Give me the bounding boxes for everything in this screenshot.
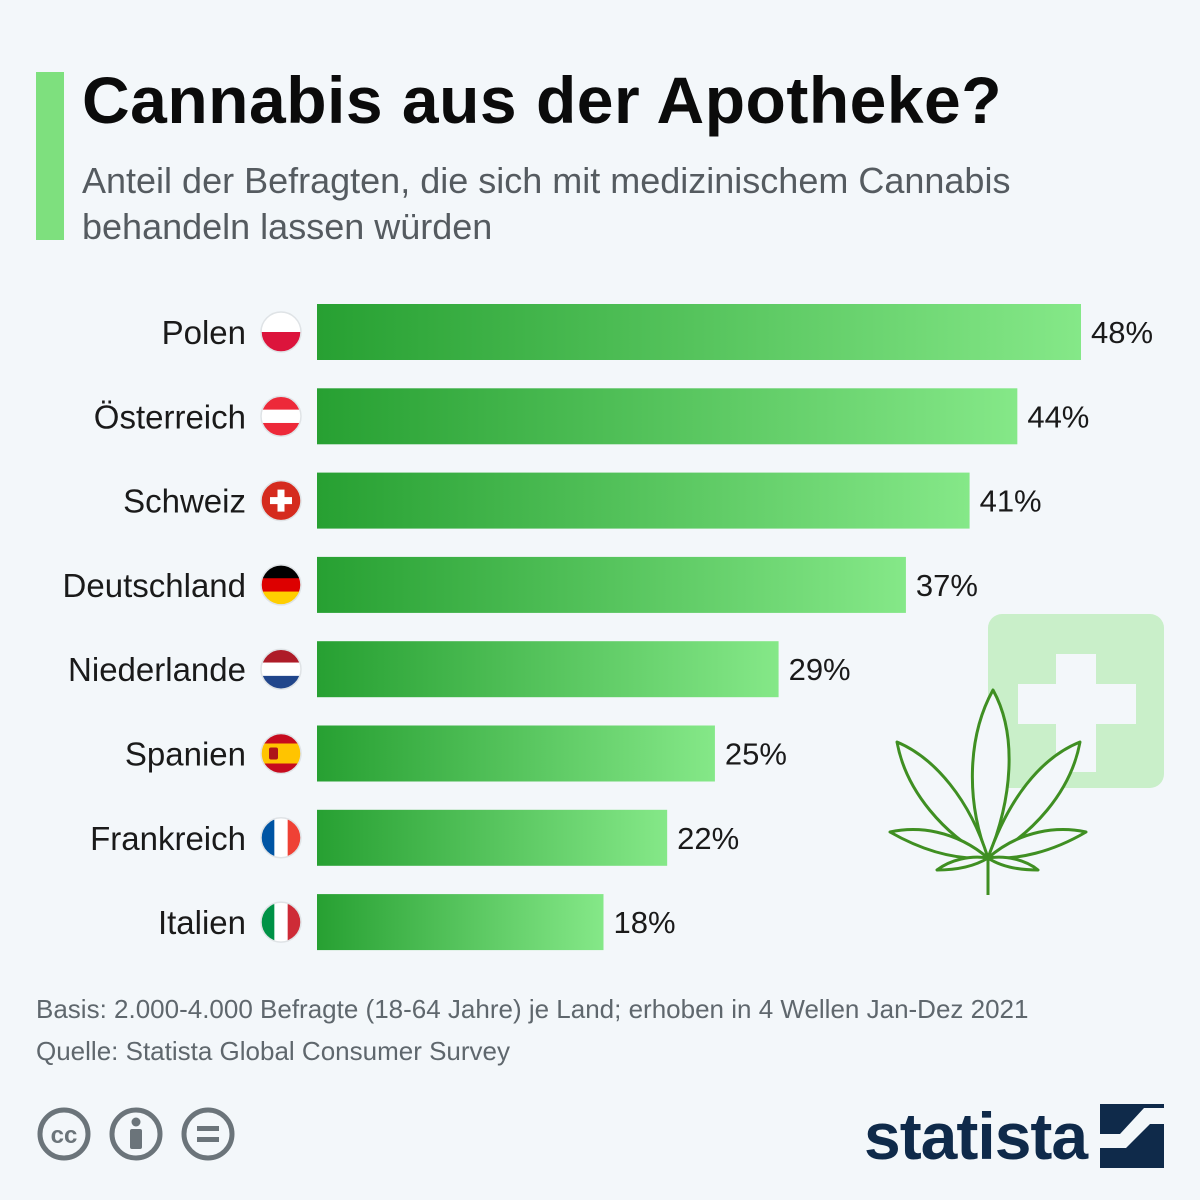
category-label: Deutschland [63, 567, 246, 604]
chart-title: Cannabis aus der Apotheke? [82, 63, 1003, 137]
no-derivatives-icon[interactable] [181, 1107, 235, 1161]
flag-netherlands-icon [260, 648, 302, 690]
bar [317, 809, 668, 866]
statista-logo-text: statista [864, 1099, 1088, 1173]
value-label: 29% [789, 652, 851, 687]
category-label: Frankreich [90, 820, 246, 857]
license-icons: cc [37, 1107, 235, 1161]
value-label: 37% [916, 568, 978, 603]
flag-france-icon [260, 817, 302, 859]
category-label: Niederlande [68, 651, 246, 688]
cc-icon[interactable]: cc [37, 1107, 91, 1161]
bar [317, 304, 1081, 360]
category-label: Polen [162, 314, 246, 351]
pharmacy-cross-icon [988, 614, 1164, 788]
flag-spain-icon [260, 732, 302, 775]
category-label: Italien [158, 904, 246, 941]
cannabis-leaf-icon [888, 688, 1088, 895]
flag-italy-icon [260, 901, 302, 943]
bar [317, 556, 906, 613]
value-label: 18% [614, 905, 676, 940]
bar [317, 894, 604, 951]
value-label: 44% [1027, 399, 1089, 434]
flag-poland-icon [260, 311, 302, 353]
chart-subtitle: Anteil der Befragten, die sich mit mediz… [82, 160, 1011, 247]
title-accent-bar [36, 72, 64, 240]
category-label: Spanien [125, 736, 246, 773]
svg-text:cc: cc [51, 1122, 78, 1149]
attribution-icon[interactable] [109, 1107, 163, 1161]
bar [317, 388, 1018, 445]
bar [317, 725, 715, 782]
value-label: 25% [725, 737, 787, 772]
basis-note: Basis: 2.000-4.000 Befragte (18-64 Jahre… [36, 994, 1029, 1024]
bar [317, 472, 970, 529]
bar [317, 641, 779, 698]
flag-austria-icon [260, 395, 302, 438]
value-label: 22% [677, 821, 739, 856]
statista-logo-icon [1100, 1104, 1164, 1168]
category-label: Österreich [94, 398, 246, 435]
category-label: Schweiz [123, 483, 246, 520]
value-label: 41% [980, 484, 1042, 519]
flag-switzerland-icon [260, 479, 302, 522]
footnote: Basis: 2.000-4.000 Befragte (18-64 Jahre… [36, 988, 1176, 1072]
source-note: Quelle: Statista Global Consumer Survey [36, 1036, 510, 1066]
flag-germany-icon [260, 564, 302, 606]
value-label: 48% [1091, 315, 1153, 350]
